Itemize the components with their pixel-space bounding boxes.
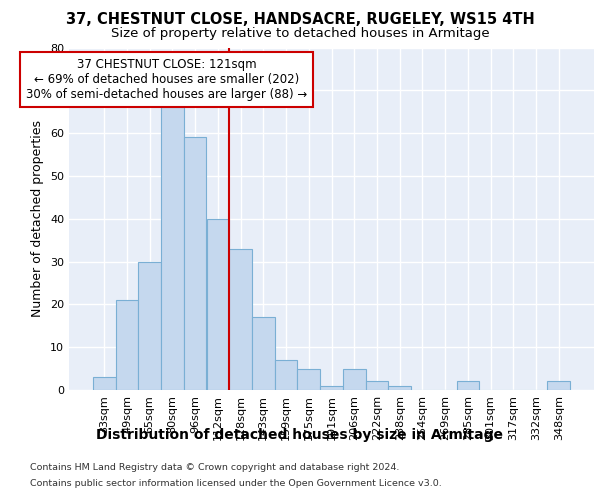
Bar [206, 219, 229, 390]
Bar [298, 368, 320, 390]
Bar [275, 360, 298, 390]
Text: 37, CHESTNUT CLOSE, HANDSACRE, RUGELEY, WS15 4TH: 37, CHESTNUT CLOSE, HANDSACRE, RUGELEY, … [65, 12, 535, 28]
Bar [320, 386, 343, 390]
Y-axis label: Number of detached properties: Number of detached properties [31, 120, 44, 318]
Bar [93, 377, 116, 390]
Bar [343, 368, 365, 390]
Bar [139, 262, 161, 390]
Text: Distribution of detached houses by size in Armitage: Distribution of detached houses by size … [97, 428, 503, 442]
Text: 37 CHESTNUT CLOSE: 121sqm
← 69% of detached houses are smaller (202)
30% of semi: 37 CHESTNUT CLOSE: 121sqm ← 69% of detac… [26, 58, 307, 101]
Bar [365, 382, 388, 390]
Text: Size of property relative to detached houses in Armitage: Size of property relative to detached ho… [110, 28, 490, 40]
Bar [116, 300, 139, 390]
Text: Contains public sector information licensed under the Open Government Licence v3: Contains public sector information licen… [30, 478, 442, 488]
Bar [252, 317, 275, 390]
Bar [388, 386, 411, 390]
Bar [547, 382, 570, 390]
Bar [229, 248, 252, 390]
Bar [184, 138, 206, 390]
Bar [457, 382, 479, 390]
Bar [161, 108, 184, 390]
Text: Contains HM Land Registry data © Crown copyright and database right 2024.: Contains HM Land Registry data © Crown c… [30, 464, 400, 472]
